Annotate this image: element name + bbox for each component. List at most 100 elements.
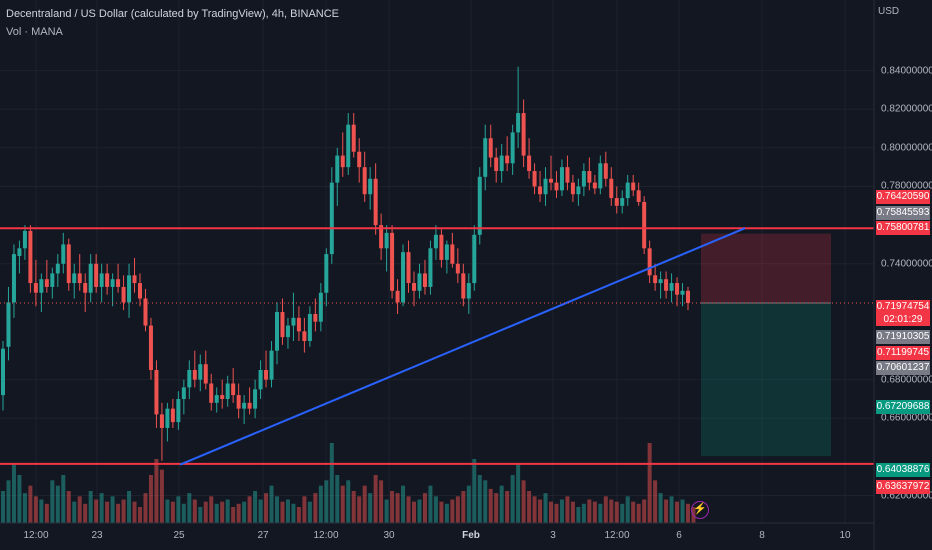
candle-body — [148, 325, 153, 370]
candle-body — [88, 263, 93, 293]
volume-bar — [510, 475, 515, 523]
time-tick-label: 3 — [550, 530, 556, 541]
candle-body — [647, 248, 652, 276]
chart-title[interactable]: Decentraland / US Dollar (calculated by … — [6, 8, 340, 20]
price-tick-label: 0.66000000 — [881, 412, 932, 424]
price-tag[interactable]: 0.64038876 — [876, 463, 930, 477]
candle-body — [6, 302, 11, 347]
candle-body — [50, 273, 55, 287]
price-tag[interactable]: 0.76420590 — [876, 190, 930, 204]
volume-bar — [61, 475, 66, 523]
candle-body — [686, 290, 690, 303]
candle-body — [488, 138, 493, 158]
price-tag[interactable]: 0.70601237 — [876, 361, 930, 375]
volume-bar — [285, 499, 290, 523]
candle-body — [444, 244, 449, 260]
volume-bar — [94, 499, 99, 523]
price-tag[interactable]: 0.75845593 — [876, 206, 930, 220]
volume-bar — [66, 491, 71, 523]
volume-bar — [165, 499, 170, 523]
drawing-lines[interactable] — [0, 227, 874, 466]
volume-bar — [549, 501, 553, 523]
volume-bar — [291, 503, 296, 523]
candle-body — [357, 151, 362, 168]
volume-bar — [83, 503, 88, 523]
candle-body — [477, 176, 482, 235]
candle-body — [614, 198, 619, 206]
volume-bar — [307, 501, 312, 523]
price-tick-label: 0.80000000 — [881, 142, 932, 154]
candle-body — [581, 171, 586, 187]
candle-body — [401, 252, 406, 303]
volume-bar — [488, 488, 493, 523]
volume-bar — [379, 480, 384, 523]
candle-body — [433, 234, 438, 249]
volume-bar — [99, 493, 104, 523]
volume-bar — [466, 485, 471, 523]
candle-body — [538, 186, 543, 195]
volume-indicator-label[interactable]: Vol · MANA — [6, 26, 63, 38]
volume-bar — [439, 501, 444, 523]
price-tag[interactable]: 0.63637972 — [876, 480, 930, 494]
candle-body — [329, 182, 334, 255]
candle-body — [384, 232, 389, 249]
price-tag[interactable]: 0.75800781 — [876, 221, 930, 235]
volume-bar — [499, 485, 504, 523]
candle-body — [307, 313, 312, 342]
price-tick-label: 0.62000000 — [881, 490, 932, 502]
volume-bar — [625, 496, 630, 523]
volume-bar — [357, 496, 362, 523]
price-tick-label: 0.78000000 — [881, 180, 932, 192]
volume-bar — [565, 496, 570, 523]
candle-body — [138, 283, 142, 299]
candle-body — [417, 273, 422, 291]
price-tag[interactable]: 0.71199745 — [876, 346, 930, 360]
candle-body — [127, 275, 132, 303]
volume-bar — [247, 496, 252, 523]
price-tag[interactable]: 0.71910305 — [876, 330, 930, 344]
time-tick-label: 10 — [839, 530, 851, 541]
candle-body — [291, 317, 296, 326]
price-tag[interactable]: 0.71974754 — [876, 300, 930, 314]
volume-bar — [253, 491, 258, 523]
candle-body — [203, 364, 208, 384]
volume-bar — [6, 480, 11, 523]
candle-body — [198, 364, 203, 380]
time-tick-label: 30 — [383, 530, 395, 541]
candle-body — [466, 283, 471, 299]
currency-label[interactable]: USD — [878, 6, 900, 17]
volume-bar — [543, 493, 548, 523]
volume-bar — [401, 485, 406, 523]
time-tick-label: 12:00 — [313, 530, 339, 541]
volume-bar — [220, 501, 225, 523]
candlesticks — [1, 66, 690, 461]
candle-body — [181, 387, 186, 399]
time-tick-label: 23 — [91, 530, 103, 541]
volume-bar — [340, 485, 345, 523]
volume-bar — [116, 503, 121, 523]
candle-body — [499, 155, 504, 172]
candle-body — [379, 225, 384, 249]
volume-bar — [516, 464, 521, 523]
volume-bar — [581, 503, 586, 523]
volume-bar — [269, 485, 274, 523]
candle-body — [296, 317, 301, 332]
volume-bar — [22, 493, 27, 523]
position-zones[interactable] — [701, 233, 831, 457]
candle-body — [439, 234, 444, 260]
volume-bar — [559, 499, 564, 523]
volume-bar — [680, 499, 685, 523]
candle-body — [236, 395, 241, 409]
candle-body — [22, 230, 27, 249]
take-profit-zone — [701, 302, 831, 457]
volume-bar — [406, 496, 411, 523]
volume-bar — [28, 485, 33, 523]
price-tag[interactable]: 0.67209688 — [876, 400, 930, 414]
candle-body — [664, 279, 669, 291]
candle-body — [116, 279, 121, 287]
volume-bar — [570, 501, 575, 523]
candle-body — [406, 252, 411, 284]
candle-body — [176, 398, 181, 423]
lightning-icon[interactable]: ⚡ — [691, 501, 709, 519]
